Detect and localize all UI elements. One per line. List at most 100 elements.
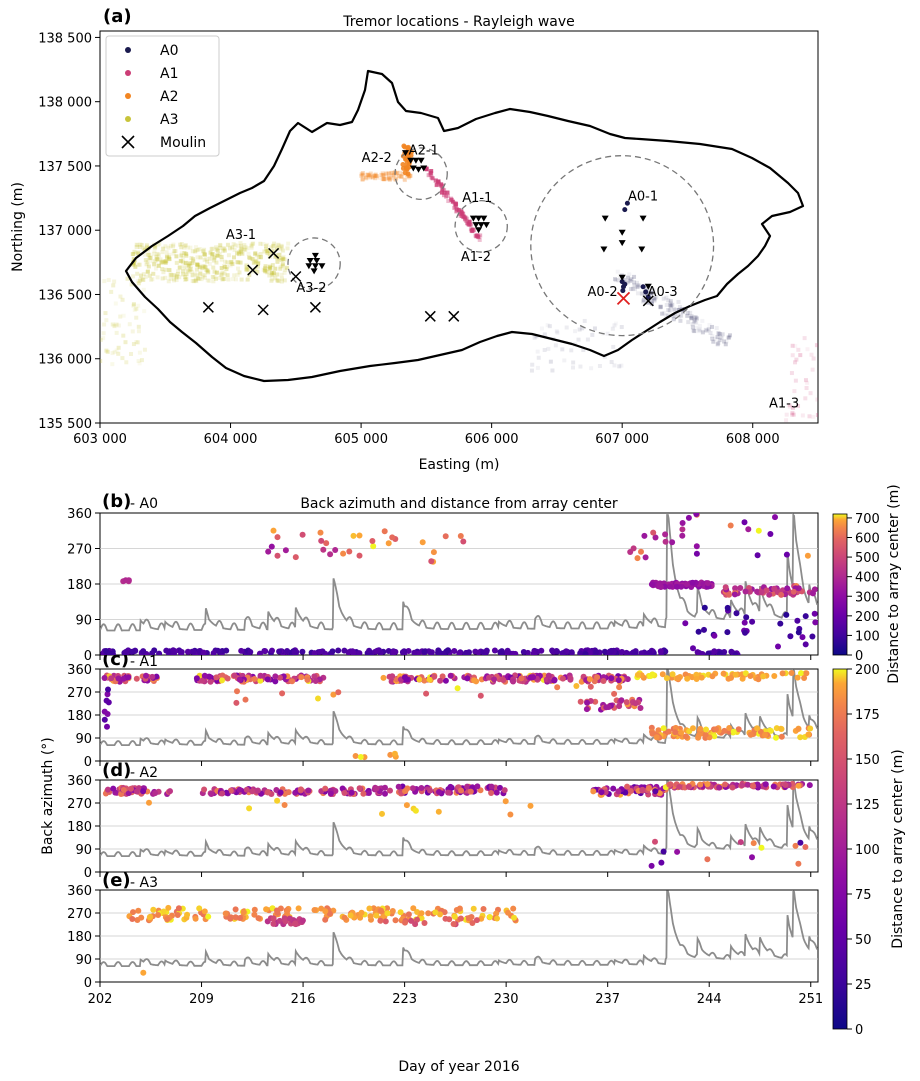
tremor-detection-point <box>382 790 388 797</box>
tremor-cell-a1 <box>796 347 801 352</box>
tremor-detection-point <box>104 691 111 698</box>
tremor-cell-a3 <box>114 322 119 327</box>
tremor-cell-a3 <box>242 247 247 252</box>
tremor-cell-a0 <box>626 275 631 280</box>
tremor-cell-a3 <box>237 270 242 275</box>
tremor-detection-point <box>711 632 718 639</box>
tremor-detection-point <box>624 676 631 683</box>
tremor-cell-a1 <box>467 219 472 224</box>
tremor-cell-a0 <box>536 355 541 360</box>
tremor-detection-point <box>637 705 644 711</box>
tremor-cell-a2 <box>368 173 373 178</box>
tremor-cell-a0 <box>718 334 723 339</box>
tremor-cell-a3 <box>120 297 125 302</box>
tremor-detection-point <box>693 543 700 550</box>
tremor-detection-point <box>437 677 444 684</box>
tremor-detection-point <box>251 911 258 918</box>
tremor-cell-a0 <box>726 335 731 340</box>
tremor-cell-a3 <box>222 264 227 269</box>
tremor-cell-a3 <box>267 266 272 271</box>
tremor-cell-a3 <box>200 274 205 279</box>
tremor-detection-point <box>350 532 357 539</box>
tremor-detection-point <box>802 641 809 648</box>
tremor-cell-a3 <box>180 269 185 274</box>
tremor-detection-point <box>685 783 692 790</box>
tremor-cell-a0 <box>717 338 722 343</box>
tremor-cell-a3 <box>229 259 234 264</box>
tremor-detection-point <box>391 750 398 757</box>
tremor-cell-a3 <box>137 244 142 249</box>
tremor-detection-point <box>193 675 200 682</box>
tremor-detection-point <box>705 650 712 655</box>
tremor-cell-a3 <box>199 277 204 282</box>
colorbar-2-tick-label: 150 <box>855 753 880 768</box>
tremor-cell-a3 <box>264 247 269 252</box>
tremor-cell-a3 <box>184 251 189 256</box>
tremor-cell-a3 <box>175 271 180 276</box>
tremor-cell-a3 <box>282 257 287 262</box>
tremor-detection-point <box>693 671 700 678</box>
tremor-cell-a2 <box>379 173 384 178</box>
tremor-cell-a3 <box>163 260 168 265</box>
tremor-cell-a3 <box>219 272 224 277</box>
tremor-cell-a1 <box>784 418 789 423</box>
tremor-cell-a3 <box>145 269 150 274</box>
tremor-cell-a3 <box>244 263 249 268</box>
tremor-point-a0 <box>620 288 626 294</box>
colorbar-1-tick-label: 400 <box>855 571 880 586</box>
tremor-cell-a3 <box>131 251 136 256</box>
tremor-detection-point <box>716 784 723 791</box>
tremor-cell-a3 <box>191 257 196 262</box>
tremor-cell-a0 <box>597 364 602 369</box>
tremor-detection-point <box>311 907 318 913</box>
tremor-cell-a0 <box>626 280 631 285</box>
legend-a2-marker <box>125 93 131 99</box>
tremor-cell-a3 <box>270 270 275 275</box>
tremor-cell-a3 <box>101 331 106 336</box>
tremor-detection-point <box>460 538 467 545</box>
tremor-detection-point <box>669 671 676 678</box>
station-a0 <box>639 215 647 222</box>
tremor-detection-point <box>322 785 329 792</box>
tremor-cell-a3 <box>201 264 206 269</box>
tremor-detection-point <box>737 839 744 846</box>
tremor-cell-a3 <box>222 277 227 282</box>
tremor-cell-a3 <box>165 255 170 260</box>
tremor-cell-a3 <box>189 256 194 261</box>
tremor-detection-point <box>697 725 704 732</box>
tremor-detection-point <box>630 545 637 552</box>
tremor-cell-a3 <box>223 264 228 269</box>
tremor-cell-a3 <box>131 303 136 308</box>
station-a3 <box>318 263 326 270</box>
tremor-cell-a3 <box>132 260 137 265</box>
tremor-cell-a2 <box>382 177 387 182</box>
station-a3 <box>311 263 319 270</box>
tremor-cell-a2 <box>394 175 399 180</box>
tremor-cell-a0 <box>539 326 544 331</box>
tremor-cell-a3 <box>125 276 130 281</box>
moulin-marker <box>257 304 269 316</box>
panel-b-plot: 0 90 180 270 360 <box>67 507 819 664</box>
tremor-cell-a3 <box>134 251 139 256</box>
tremor-cell-a2 <box>365 172 370 177</box>
tremor-detection-point <box>279 690 286 697</box>
tremor-cell-a3 <box>184 272 189 277</box>
tremor-detection-point <box>286 915 293 922</box>
tremor-cell-a1 <box>811 356 816 361</box>
tremor-detection-point <box>773 734 779 741</box>
tremor-detection-point <box>358 909 365 916</box>
tremor-cell-a2 <box>377 176 382 181</box>
tremor-cell-a1 <box>466 222 471 227</box>
tremor-detection-point <box>799 634 806 641</box>
tremor-cell-a3 <box>142 347 147 352</box>
tremor-cell-a2 <box>406 174 411 179</box>
tremor-cell-a3 <box>229 260 234 265</box>
tremor-detection-point <box>421 677 428 684</box>
tremor-detection-point <box>130 909 136 916</box>
tremor-cell-a3 <box>137 262 142 267</box>
y-tick-label: 138 500 <box>38 31 92 46</box>
tremor-cell-a1 <box>452 205 457 210</box>
panel-b-data <box>100 513 818 655</box>
tremor-detection-point <box>356 552 363 559</box>
tremor-cell-a2 <box>384 176 389 181</box>
